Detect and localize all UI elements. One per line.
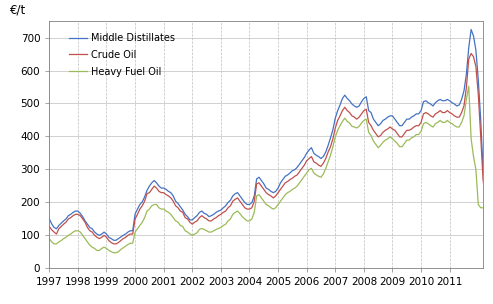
Crude Oil [249, 206, 255, 209]
Crude Oil [468, 52, 474, 55]
Heavy Fuel Oil [406, 138, 412, 142]
Text: €/t: €/t [10, 3, 27, 16]
Crude Oil [46, 225, 52, 228]
Crude Oil [111, 242, 117, 246]
Middle Distillates [437, 98, 443, 101]
Middle Distillates [111, 238, 117, 242]
Heavy Fuel Oil [437, 119, 443, 122]
Crude Oil [437, 109, 443, 112]
Middle Distillates [249, 201, 255, 204]
Crude Oil [406, 129, 412, 132]
Middle Distillates [468, 28, 474, 31]
Heavy Fuel Oil [82, 237, 88, 240]
Middle Distillates [406, 117, 412, 121]
Heavy Fuel Oil [249, 217, 255, 221]
Middle Distillates [82, 219, 88, 223]
Heavy Fuel Oil [440, 121, 446, 124]
Middle Distillates [46, 217, 52, 221]
Middle Distillates [440, 99, 446, 102]
Heavy Fuel Oil [466, 85, 472, 88]
Heavy Fuel Oil [111, 251, 117, 254]
Line: Heavy Fuel Oil: Heavy Fuel Oil [49, 86, 493, 253]
Legend: Middle Distillates, Crude Oil, Heavy Fuel Oil: Middle Distillates, Crude Oil, Heavy Fue… [67, 31, 177, 78]
Heavy Fuel Oil [46, 237, 52, 240]
Crude Oil [440, 111, 446, 114]
Line: Middle Distillates: Middle Distillates [49, 29, 493, 240]
Crude Oil [82, 220, 88, 224]
Line: Crude Oil: Crude Oil [49, 54, 493, 244]
